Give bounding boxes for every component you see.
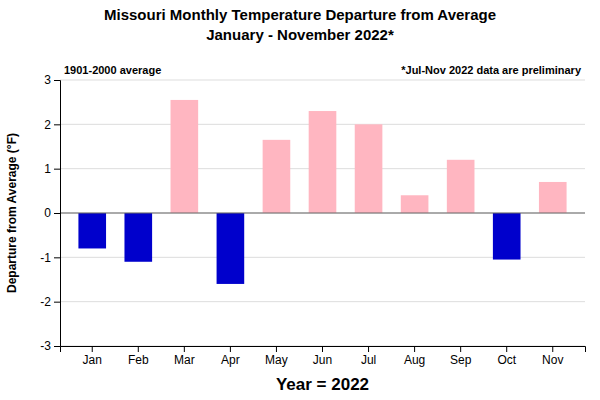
x-axis-title: Year = 2022 (276, 375, 369, 394)
y-tick-label: 0 (44, 206, 51, 220)
subtitle: January - November 2022* (206, 26, 394, 43)
y-tick-label: -1 (40, 251, 51, 265)
x-tick: Mar (174, 346, 195, 367)
bar (355, 124, 383, 213)
y-tick: -2 (40, 295, 60, 309)
y-tick-mark (54, 124, 60, 125)
zero-line (60, 213, 585, 214)
y-tick: 3 (44, 73, 60, 87)
y-tick-label: 1 (44, 162, 51, 176)
bar (447, 160, 475, 213)
y-tick-mark (54, 346, 60, 347)
x-tick-mark (460, 346, 461, 352)
x-tick-label: Nov (542, 353, 563, 367)
y-tick-label: 3 (44, 73, 51, 87)
x-tick-mark (92, 346, 93, 352)
bar (263, 140, 291, 213)
grid (60, 80, 585, 346)
y-tick-mark (54, 80, 60, 81)
x-tick-label: Aug (404, 353, 425, 367)
y-tick: 0 (44, 206, 60, 220)
x-tick: Nov (542, 346, 563, 367)
x-tick-label: Jun (313, 353, 332, 367)
grid-line (60, 301, 585, 302)
y-tick: -3 (40, 339, 60, 353)
y-axis: -3 -2 -1 0 1 2 3 (40, 73, 60, 353)
y-tick-label: -3 (40, 339, 51, 353)
grid-line (60, 213, 585, 214)
x-tick-mark (138, 346, 139, 352)
bar (171, 100, 199, 213)
y-tick-mark (54, 302, 60, 303)
x-tick: Apr (221, 346, 240, 367)
x-tick-mark (552, 346, 553, 352)
bar (493, 213, 521, 260)
x-tick: Aug (404, 346, 425, 367)
bar (309, 111, 337, 213)
x-tick: Oct (497, 346, 516, 367)
y-tick-label: -2 (40, 295, 51, 309)
bar (217, 213, 245, 284)
x-tick-label: Feb (128, 353, 149, 367)
annotation: *Jul-Nov 2022 data are preliminary (401, 64, 582, 76)
x-tick-label: Jan (83, 353, 102, 367)
x-axis: Jan Feb Mar Apr May Jun Jul Aug Sep Oct Nov (61, 346, 586, 367)
y-axis-title: Departure from Average (°F) (5, 133, 19, 293)
x-tick-mark (184, 346, 185, 352)
x-tick-label: Jul (361, 353, 376, 367)
x-tick: May (265, 346, 288, 367)
bar (401, 195, 429, 213)
bar (124, 213, 152, 262)
x-tick-label: Sep (450, 353, 472, 367)
x-tick: Sep (450, 346, 472, 367)
grid-line (60, 80, 585, 81)
axis-line (61, 347, 586, 353)
y-tick-mark (54, 213, 60, 214)
y-tick-mark (54, 257, 60, 258)
x-tick-mark (322, 346, 323, 352)
y-tick-mark (54, 169, 60, 170)
x-tick-mark (414, 346, 415, 352)
x-tick-mark (506, 346, 507, 352)
y-tick: 2 (44, 118, 60, 132)
x-tick: Jan (83, 346, 102, 367)
bar (78, 213, 106, 248)
x-tick-mark (368, 346, 369, 352)
y-tick: -1 (40, 251, 60, 265)
x-tick-mark (276, 346, 277, 352)
annotation: 1901-2000 average (64, 64, 161, 76)
axis-line (54, 81, 61, 347)
chart: Jan Feb Mar Apr May Jun Jul Aug Sep Oct Nov -3 -2 -1 0… (0, 0, 600, 400)
y-tick-label: 2 (44, 118, 51, 132)
x-tick-label: Apr (221, 353, 240, 367)
x-tick: Jul (361, 346, 376, 367)
bar (539, 182, 567, 213)
plot-area (78, 100, 566, 284)
x-tick: Feb (128, 346, 149, 367)
x-tick-label: Mar (174, 353, 195, 367)
title: Missouri Monthly Temperature Departure f… (104, 6, 496, 23)
x-tick-mark (230, 346, 231, 352)
x-tick-label: Oct (497, 353, 516, 367)
y-tick: 1 (44, 162, 60, 176)
x-tick: Jun (313, 346, 332, 367)
x-tick-label: May (265, 353, 288, 367)
